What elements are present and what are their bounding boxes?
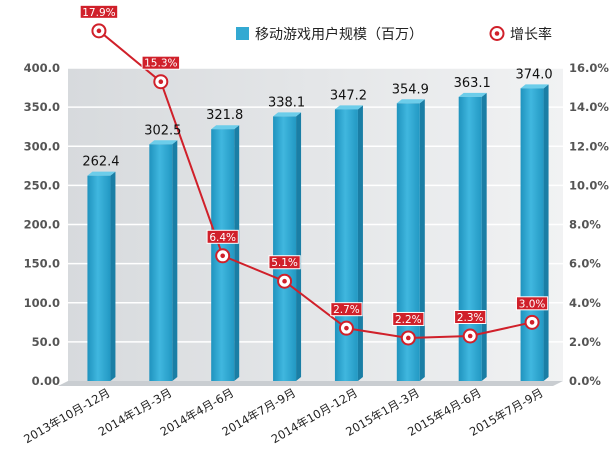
rate-marker (338, 320, 354, 336)
y-left-tick-label: 350.0 (24, 100, 60, 114)
y-right-tick-label: 0.0% (569, 374, 601, 388)
y-right-tick-label: 4.0% (569, 296, 601, 310)
bar-value-label: 321.8 (206, 108, 243, 123)
rate-label-box (515, 296, 549, 311)
rate-marker (91, 23, 107, 39)
bar (273, 112, 302, 381)
rate-marker (400, 330, 416, 346)
legend-swatch-bar (236, 27, 249, 40)
rate-marker-dot (220, 253, 225, 259)
bar-side (234, 125, 240, 381)
rate-marker-dot (529, 320, 535, 325)
legend-label-bar: 移动游戏用户规模（百万） (255, 26, 423, 43)
bar-front (520, 88, 544, 381)
y-left-tick-label: 200.0 (24, 218, 60, 232)
y-left-tick-label: 50.0 (32, 335, 60, 349)
rate-value-label: 15.3% (144, 58, 177, 70)
y-right-tick-label: 8.0% (569, 218, 601, 232)
rate-marker-dot (282, 278, 287, 284)
bar-side (543, 84, 549, 381)
rate-marker-dot (96, 28, 102, 34)
x-tick-label: 2013年10月-12月 (21, 385, 112, 446)
rate-label-box (79, 4, 119, 19)
rate-label-box (141, 55, 181, 70)
rate-marker (153, 74, 169, 90)
bar-value-label: 262.4 (82, 155, 119, 170)
y-right-tick-label: 2.0% (569, 335, 601, 349)
bar-value-label: 302.5 (144, 123, 181, 138)
bar-top (396, 99, 425, 104)
bar-side (296, 112, 302, 381)
rate-label-box (268, 255, 301, 270)
rate-marker-dot (467, 333, 473, 339)
rate-label-box (330, 302, 363, 317)
rate-value-label: 2.3% (457, 312, 484, 324)
bar-side (481, 92, 487, 381)
bar-front (273, 116, 297, 381)
bar-value-label: 363.1 (454, 76, 491, 91)
bar (520, 84, 549, 381)
rate-marker (524, 314, 540, 330)
legend-label-line: 增长率 (510, 26, 552, 43)
y-right-tick-label: 10.0% (569, 178, 609, 192)
bar-value-label: 338.1 (268, 95, 305, 110)
bar-front (334, 109, 358, 381)
rate-value-label: 2.2% (395, 314, 422, 326)
bar-top (211, 125, 240, 130)
rate-label-box (392, 311, 425, 326)
y-left-tick-label: 400.0 (24, 61, 60, 75)
bar-side (172, 140, 178, 381)
y-left-tick-label: 300.0 (24, 139, 60, 153)
y-right-tick-label: 14.0% (569, 100, 609, 114)
bar-front (149, 144, 173, 381)
bar-top (520, 84, 549, 89)
bar-top (273, 112, 302, 117)
bar-value-label: 347.2 (330, 88, 367, 103)
rate-value-label: 5.1% (271, 257, 298, 269)
rate-marker-dot (344, 325, 349, 331)
bar-top (149, 140, 178, 145)
rate-marker-dot (406, 335, 411, 341)
bar-side (357, 105, 363, 381)
y-left-tick-label: 250.0 (24, 178, 60, 192)
rate-line (98, 30, 533, 339)
bar-top (458, 92, 487, 97)
y-right-tick-label: 12.0% (569, 139, 609, 153)
rate-value-label: 17.9% (82, 7, 115, 19)
bar-front (458, 96, 482, 381)
y-left-tick-label: 100.0 (24, 296, 60, 310)
bar-side (110, 171, 116, 381)
bar (149, 140, 178, 381)
bar-front (87, 175, 111, 381)
bar-front (396, 103, 420, 382)
bar (334, 105, 363, 381)
y-right-tick-label: 6.0% (569, 257, 601, 271)
bar (458, 92, 487, 381)
bar-side (419, 99, 425, 382)
y-left-tick-label: 150.0 (24, 257, 60, 271)
rate-value-label: 3.0% (519, 298, 546, 310)
bar-value-label: 354.9 (392, 82, 429, 97)
rate-marker (462, 328, 478, 344)
y-left-tick-label: 0.00 (32, 374, 60, 388)
rate-marker (215, 248, 231, 264)
plot-floor (58, 381, 563, 386)
rate-label-box (454, 310, 487, 325)
rate-marker-dot (158, 79, 164, 84)
bar-value-label: 374.0 (515, 67, 552, 82)
rate-value-label: 2.7% (333, 304, 360, 316)
rate-marker (277, 273, 293, 289)
bar-top (334, 105, 363, 110)
rate-value-label: 6.4% (209, 232, 236, 244)
legend-swatch-line-dot (494, 31, 500, 36)
y-right-tick-label: 16.0% (569, 61, 609, 75)
bar (396, 99, 425, 382)
bar-top (87, 171, 116, 176)
rate-label-box (206, 229, 239, 244)
bar (87, 171, 116, 381)
